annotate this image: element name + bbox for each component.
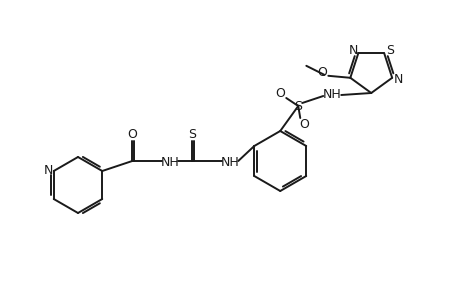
Text: O: O bbox=[317, 66, 326, 79]
Text: S: S bbox=[188, 128, 196, 140]
Text: NH: NH bbox=[220, 157, 239, 169]
Text: S: S bbox=[386, 44, 393, 57]
Text: O: O bbox=[299, 118, 308, 131]
Text: N: N bbox=[348, 44, 357, 57]
Text: N: N bbox=[44, 164, 53, 178]
Text: O: O bbox=[127, 128, 137, 140]
Text: N: N bbox=[392, 73, 402, 86]
Text: O: O bbox=[275, 86, 285, 100]
Text: S: S bbox=[294, 100, 302, 112]
Text: NH: NH bbox=[322, 88, 341, 100]
Text: NH: NH bbox=[161, 157, 179, 169]
